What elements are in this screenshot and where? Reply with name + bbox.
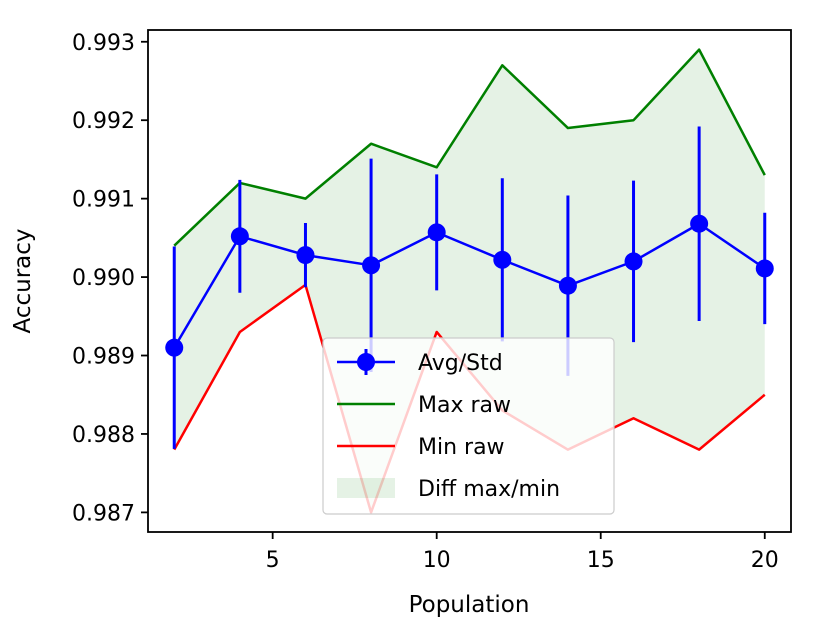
y-tick-label-0.989: 0.989 <box>72 345 135 370</box>
max-raw-line <box>173 48 766 247</box>
y-axis-label: Accuracy <box>10 228 36 333</box>
x-tick-label-10: 10 <box>423 548 451 573</box>
avg-std-line <box>173 222 766 349</box>
x-axis-label: Population <box>409 592 530 618</box>
x-tick-label-5: 5 <box>266 548 280 573</box>
y-tick-label-0.990: 0.990 <box>72 266 135 291</box>
avg-std-point-10 <box>755 259 774 278</box>
avg-std-point-2 <box>230 227 249 246</box>
avg-std-point-7 <box>558 276 577 295</box>
avg-std-point-3 <box>296 246 315 265</box>
legend-max-raw-label: Max raw <box>418 393 511 418</box>
axes: 5 10 15 20 0.987 0.988 0.989 0.990 0.991 0.992 0.9… <box>72 29 792 573</box>
plot-frame <box>147 29 792 533</box>
legend-diff-max-min-label: Diff max/min <box>418 477 560 502</box>
plot-area <box>165 48 774 514</box>
avg-std-point-6 <box>493 250 512 269</box>
avg-std-point-5 <box>427 223 446 242</box>
x-tick-label-20: 20 <box>751 548 779 573</box>
legend-box <box>322 337 615 515</box>
legend-diff-max-min-handle <box>337 478 395 498</box>
y-tick-label-0.988: 0.988 <box>72 423 135 448</box>
legend-min-raw-label: Min raw <box>418 435 505 460</box>
x-tick-label-15: 15 <box>587 548 615 573</box>
avg-std-point-4 <box>362 256 381 275</box>
legend-avg-std-label: Avg/Std <box>418 351 503 376</box>
y-tick-label-0.987: 0.987 <box>72 501 135 526</box>
avg-std-point-9 <box>690 214 709 233</box>
diff-max-min-fill <box>174 49 765 513</box>
y-tick-label-0.991: 0.991 <box>72 188 135 213</box>
legend-avg-std-handle-marker <box>357 353 375 371</box>
y-tick-label-0.993: 0.993 <box>72 31 135 56</box>
y-tick-label-0.992: 0.992 <box>72 109 135 134</box>
avg-std-point-8 <box>624 252 643 271</box>
avg-std-point-1 <box>165 338 184 357</box>
legend: Avg/Std Max raw Min raw Diff max/min <box>322 337 615 515</box>
